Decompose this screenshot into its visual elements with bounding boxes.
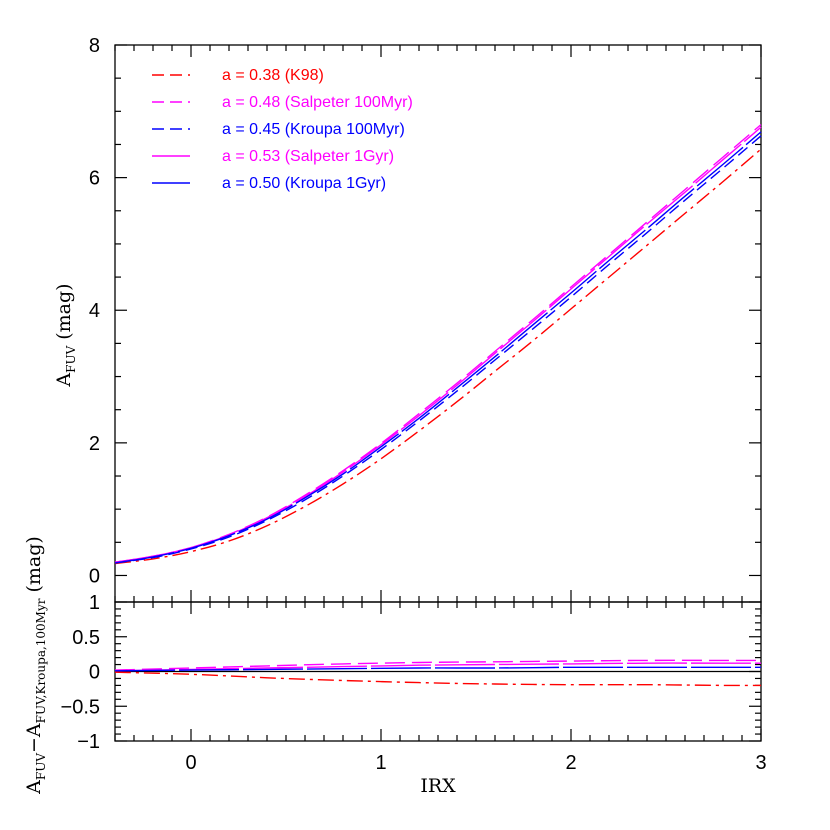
legend-label-0: a = 0.38 (K98) <box>222 67 324 84</box>
legend-label-3: a = 0.53 (Salpeter 1Gyr) <box>222 148 394 165</box>
x-tick-labels: 0 1 2 3 <box>185 752 766 774</box>
bottom-ticks <box>114 601 762 742</box>
bottom-y-tick-labels: −1 −0.5 0 0.5 1 <box>61 592 100 753</box>
top-panel: 0 2 4 6 8 a = 0.38 (K98) a = 0.48 (Salpeter 1… <box>53 35 762 603</box>
top-series-line-4 <box>114 131 762 564</box>
y-tick-label: 6 <box>89 168 100 190</box>
top-series-line-0 <box>114 148 762 565</box>
legend: a = 0.38 (K98) a = 0.48 (Salpeter 100Myr)… <box>152 67 413 192</box>
top-series-line-2 <box>114 135 762 564</box>
x-tick-label: 2 <box>565 752 576 774</box>
y-tick-label: 0.5 <box>72 627 100 649</box>
bottom-y-axis-label: AFUV−AFUV,Kroupa,100Myr(mag) <box>23 536 48 795</box>
y-tick-label: −1 <box>77 731 100 753</box>
top-plot-frame <box>114 44 762 603</box>
legend-label-2: a = 0.45 (Kroupa 100Myr) <box>222 121 405 138</box>
legend-label-4: a = 0.50 (Kroupa 1Gyr) <box>222 175 386 192</box>
bottom-series <box>114 659 762 687</box>
top-series-line-1 <box>114 124 762 563</box>
y-tick-label: 0 <box>89 565 100 587</box>
y-tick-label: 0 <box>89 662 100 684</box>
top-y-axis-label: AFUV(mag) <box>53 283 78 387</box>
legend-label-1: a = 0.48 (Salpeter 100Myr) <box>222 94 413 111</box>
bottom-series-line-2 <box>114 662 761 672</box>
x-tick-label: 0 <box>185 752 196 774</box>
bottom-series-line-0 <box>114 671 762 687</box>
top-series-line-3 <box>114 126 762 563</box>
top-y-tick-labels: 0 2 4 6 8 <box>89 35 100 587</box>
y-tick-label: 4 <box>89 300 100 322</box>
top-series <box>114 124 762 565</box>
x-tick-label: 1 <box>375 752 386 774</box>
y-tick-label: 8 <box>89 35 100 57</box>
y-tick-label: 1 <box>89 592 100 614</box>
y-tick-label: −0.5 <box>61 696 100 718</box>
x-axis-label: IRX <box>420 775 456 797</box>
bottom-panel: −1 −0.5 0 0.5 1 0 1 2 3 AFUV−AFUV,Kroupa,100Myr… <box>23 536 767 797</box>
x-tick-label: 3 <box>755 752 766 774</box>
bottom-series-line-3 <box>114 666 761 672</box>
top-ticks <box>114 44 762 602</box>
y-tick-label: 2 <box>89 433 100 455</box>
bottom-series-line-1 <box>114 659 761 671</box>
